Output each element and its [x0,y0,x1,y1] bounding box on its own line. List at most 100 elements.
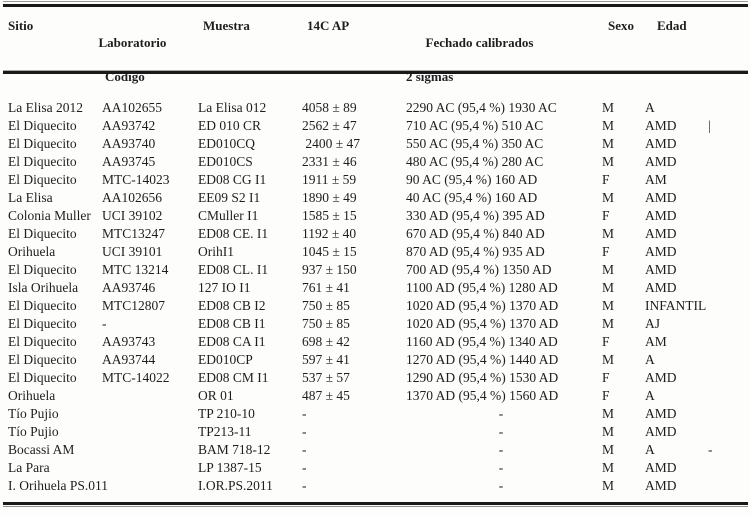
cell-edad: AMD [645,118,677,133]
cell-c14ap: 2331 ± 46 [302,154,357,169]
cell-sexo: M [602,424,615,439]
table-row: I. Orihuela PS.011 I.OR.PS.2011 - - M AMD [8,477,750,495]
cell-extra [706,261,742,279]
header-laboratorio-line1: Laboratorio [98,35,167,50]
cell-c14ap: 937 ± 150 [302,262,357,277]
cell-extra [706,315,742,333]
cell-muestra: ED08 CE. I1 [198,226,269,241]
cell-sexo: F [602,370,610,385]
cell-fechado: 550 AC (95,4 %) 350 AC [406,136,544,151]
cell-sitio: El Diquecito [8,334,77,349]
cell-muestra: I.OR.PS.2011 [198,478,273,493]
cell-sitio: El Diquecito [8,118,77,133]
top-rule [3,1,748,8]
cell-fechado: 700 AD (95,4 %) 1350 AD [406,262,552,277]
cell-laboratorio: - [102,316,107,331]
cell-sitio: Colonia Muller [8,208,91,223]
cell-laboratorio: MTC-14022 [102,370,170,385]
cell-laboratorio [100,387,198,405]
cell-sexo: F [602,244,610,259]
table-row: El Diquecito MTC13247 ED08 CE. I1 1192 ± 40… [8,225,750,243]
cell-extra: | [708,118,711,133]
cell-sexo: M [602,280,615,295]
cell-extra [706,459,742,477]
cell-extra [706,351,742,369]
cell-edad: AMD [645,208,677,223]
table-row: Orihuela UCI 39101 OrihI1 1045 ± 15 870 AD (… [8,243,750,261]
cell-laboratorio [100,477,198,495]
cell-laboratorio: MTC 13214 [102,262,169,277]
cell-sitio: El Diquecito [8,154,77,169]
cell-c14ap: 2400 ± 47 [302,136,361,151]
table-row: La Elisa AA102656 EE09 S2 I1 1890 ± 49 40 AC… [8,189,750,207]
cell-extra [706,225,742,243]
cell-c14ap: 1045 ± 15 [302,244,357,259]
cell-muestra: ED010CS [198,154,253,169]
table-row: El Diquecito MTC 13214 ED08 CL. I1 937 ± 15… [8,261,750,279]
cell-sitio: Tío Pujio [8,406,59,421]
cell-extra [706,207,742,225]
table-row: El Diquecito AA93743 ED08 CA I1 698 ± 42 116… [8,333,750,351]
cell-edad: AMD [645,370,677,385]
cell-extra [706,423,742,441]
cell-c14ap: 1911 ± 59 [302,172,357,187]
cell-c14ap: 698 ± 42 [302,334,350,349]
cell-muestra: ED08 CB I2 [198,298,266,313]
cell-fechado: 710 AC (95,4 %) 510 AC [406,118,544,133]
cell-fechado: - [498,478,504,493]
header-sitio: Sitio [8,18,34,33]
cell-sitio: El Diquecito [8,262,77,277]
header-edad: Edad [657,18,687,33]
cell-fechado: 90 AC (95,4 %) 160 AD [406,172,538,187]
cell-fechado: - [498,460,504,475]
cell-sitio: Tío Pujio [8,424,59,439]
cell-laboratorio: AA93746 [102,280,156,295]
cell-laboratorio: MTC12807 [102,298,166,313]
cell-muestra: ED08 CM I1 [198,370,269,385]
table-row: El Diquecito MTC-14023 ED08 CG I1 1911 ± 59… [8,171,750,189]
cell-edad: AMD [645,226,677,241]
cell-sitio: El Diquecito [8,136,77,151]
header-sexo: Sexo [608,18,634,33]
cell-edad: AMD [645,406,677,421]
table-row: Tío Pujio TP213-11 - - M AMD [8,423,750,441]
cell-c14ap: - [302,460,307,475]
cell-laboratorio: MTC13247 [102,226,166,241]
table-row: La Para LP 1387-15 - - M AMD [8,459,750,477]
cell-sexo: F [602,208,610,223]
cell-sitio: Bocassi AM [8,442,75,457]
cell-sexo: M [602,100,615,115]
table-row: El Diquecito MTC-14022 ED08 CM I1 537 ± 57 1… [8,369,750,387]
cell-laboratorio: AA102655 [102,100,162,115]
cell-laboratorio: UCI 39102 [102,208,163,223]
cell-muestra: La Elisa 012 [198,100,267,115]
cell-extra [706,171,742,189]
header-muestra: Muestra [203,18,250,33]
cell-muestra: ED08 CG I1 [198,172,267,187]
cell-fechado: 1160 AD (95,4 %) 1340 AD [406,334,558,349]
cell-c14ap: 761 ± 41 [302,280,350,295]
cell-sitio: El Diquecito [8,370,77,385]
table-row: El Diquecito AA93745 ED010CS 2331 ± 46 480 A… [8,153,750,171]
cell-edad: AMD [645,190,677,205]
table-row: El Diquecito AA93740 ED010CQ 2400 ± 47 550 … [8,135,750,153]
cell-sitio: El Diquecito [8,352,77,367]
header-14c-ap: 14C AP [307,18,350,33]
table-row: Colonia Muller UCI 39102 CMuller I1 1585 ± … [8,207,750,225]
cell-c14ap: 597 ± 41 [302,352,350,367]
cell-c14ap: 2562 ± 47 [302,118,357,133]
cell-edad: AMD [645,424,677,439]
cell-edad: AMD [645,154,677,169]
cell-fechado: 870 AD (95,4 %) 935 AD [406,244,545,259]
cell-muestra: TP 210-10 [198,406,255,421]
cell-c14ap: 487 ± 45 [302,388,350,403]
cell-fechado: 480 AC (95,4 %) 280 AC [406,154,544,169]
bottom-rule [3,502,748,507]
cell-sexo: M [602,190,615,205]
cell-fechado: 330 AD (95,4 %) 395 AD [406,208,545,223]
cell-extra [706,297,742,315]
cell-c14ap: - [302,478,307,493]
cell-sexo: M [602,460,615,475]
cell-laboratorio: AA93744 [102,352,156,367]
cell-sexo: M [602,118,615,133]
